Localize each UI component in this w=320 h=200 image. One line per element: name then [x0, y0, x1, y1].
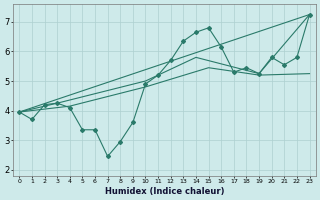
X-axis label: Humidex (Indice chaleur): Humidex (Indice chaleur) — [105, 187, 224, 196]
